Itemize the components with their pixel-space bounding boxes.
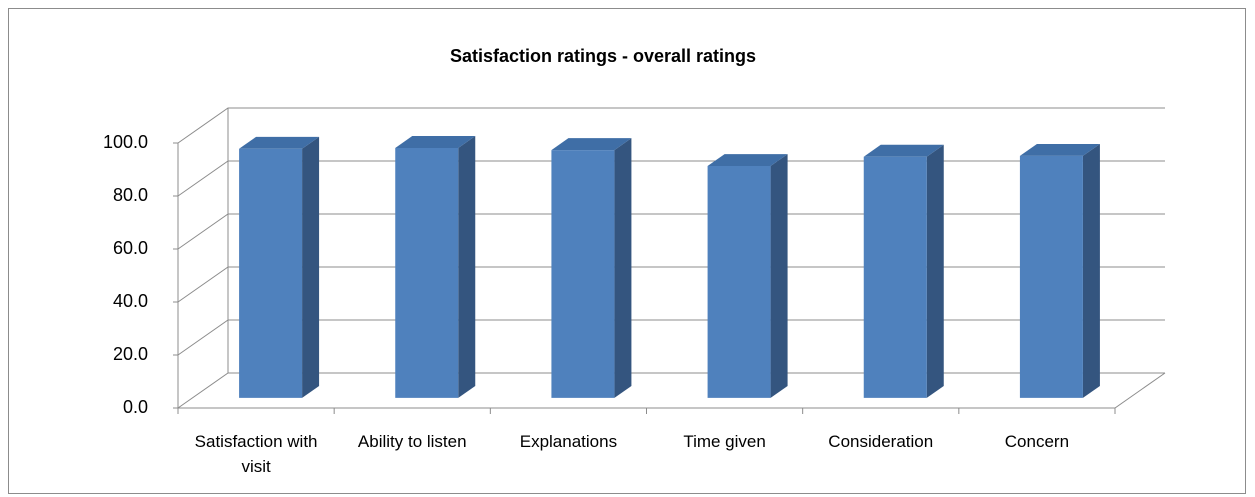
bar bbox=[239, 136, 320, 398]
y-tick-label: 80.0 bbox=[113, 185, 148, 205]
y-tick-label: 100.0 bbox=[103, 132, 148, 152]
bar-front bbox=[1019, 155, 1083, 398]
bar bbox=[551, 138, 632, 398]
bar bbox=[707, 154, 788, 398]
x-tick-label: Satisfaction with visit bbox=[194, 432, 318, 476]
bar-side bbox=[458, 136, 476, 398]
chart-title: Satisfaction ratings - overall ratings bbox=[450, 46, 756, 66]
chart-frame bbox=[8, 8, 1246, 494]
bar-front bbox=[707, 165, 771, 398]
x-tick-label: Concern bbox=[1004, 432, 1070, 451]
bar-side bbox=[1082, 144, 1100, 398]
bar-top bbox=[395, 136, 476, 148]
bar-side bbox=[302, 136, 320, 398]
bar-top bbox=[863, 144, 944, 157]
bar-top bbox=[551, 138, 632, 151]
y-tick-label: 40.0 bbox=[113, 291, 148, 311]
x-tick-label: Consideration bbox=[828, 432, 934, 451]
bar bbox=[1019, 144, 1100, 398]
bar bbox=[863, 144, 944, 398]
bar-front bbox=[551, 150, 615, 398]
bar-side bbox=[926, 144, 944, 398]
bar-front bbox=[863, 156, 927, 398]
grid-line bbox=[177, 372, 1165, 409]
bar-top bbox=[1019, 144, 1100, 156]
grid-line bbox=[177, 319, 1165, 356]
y-tick-label: 20.0 bbox=[113, 344, 148, 364]
bar-side bbox=[614, 138, 632, 398]
y-tick-label: 60.0 bbox=[113, 238, 148, 258]
grid-line bbox=[177, 160, 1165, 197]
x-tick-label: Explanations bbox=[519, 432, 618, 451]
bar-side bbox=[770, 154, 788, 398]
bar-front bbox=[395, 147, 459, 398]
grid-line bbox=[177, 213, 1165, 250]
bar-top bbox=[707, 154, 788, 166]
x-tick-label: Ability to listen bbox=[357, 432, 467, 451]
grid-line bbox=[177, 266, 1165, 303]
x-tick-label: Time given bbox=[683, 432, 766, 451]
grid-line bbox=[177, 107, 1165, 144]
bar-top bbox=[239, 136, 320, 149]
y-tick-label: 0.0 bbox=[123, 397, 148, 417]
bar bbox=[395, 136, 476, 398]
bar-front bbox=[239, 148, 303, 398]
floor-edge bbox=[178, 372, 1166, 409]
